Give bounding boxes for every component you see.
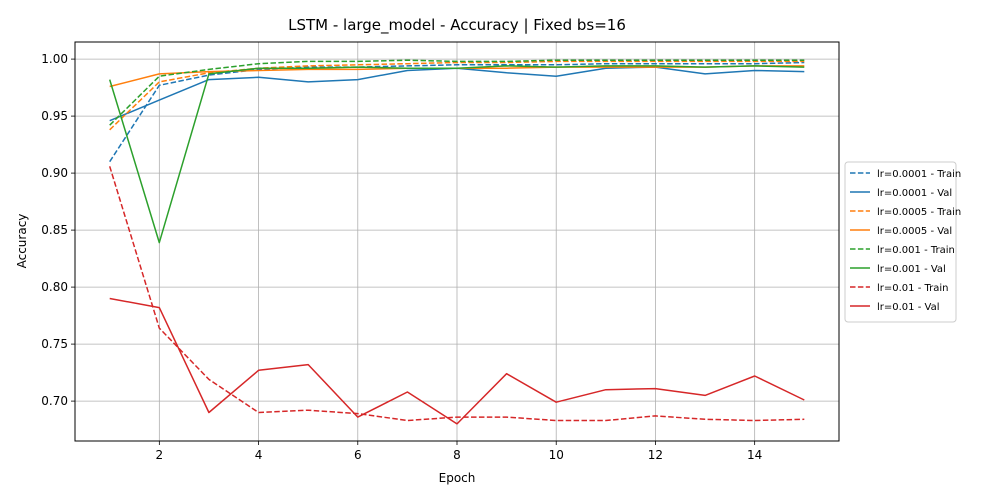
y-tick-label: 0.80	[41, 280, 68, 294]
x-tick-label: 6	[354, 448, 362, 462]
legend-label: lr=0.0001 - Train	[877, 169, 961, 180]
y-axis-ticks: 0.70 0.75 0.80 0.85 0.90 0.95 1.00	[41, 52, 75, 408]
series-line-lr-0-01-train	[108, 166, 805, 422]
series-line-lr-0-001-val	[108, 65, 805, 244]
series-lines	[108, 59, 805, 425]
series-line-lr-0-01-val	[109, 297, 805, 425]
legend-box	[844, 161, 957, 323]
x-tick-label: 14	[747, 448, 762, 462]
grid-lines	[75, 42, 839, 441]
x-tick-label: 4	[255, 448, 263, 462]
y-tick-label: 0.85	[41, 223, 68, 237]
y-tick-label: 0.90	[41, 166, 68, 180]
x-axis-label: Epoch	[439, 471, 476, 485]
x-axis-ticks: 2 4 6 8 10 12 14	[156, 441, 762, 462]
legend-label: lr=0.01 - Train	[877, 283, 949, 294]
legend-label: lr=0.0005 - Val	[877, 226, 952, 237]
x-tick-label: 8	[453, 448, 461, 462]
legend-label: lr=0.001 - Train	[877, 245, 955, 256]
legend-label: lr=0.001 - Val	[877, 264, 946, 275]
series-line-lr-0-001-train	[109, 59, 805, 126]
y-axis-label: Accuracy	[15, 214, 29, 269]
y-tick-label: 0.70	[41, 394, 68, 408]
x-tick-label: 12	[648, 448, 663, 462]
series-line-lr-0-0001-train	[109, 61, 805, 163]
legend-label: lr=0.01 - Val	[877, 302, 939, 313]
y-tick-label: 0.95	[41, 109, 68, 123]
legend-label: lr=0.0001 - Val	[877, 188, 952, 199]
legend: lr=0.0001 - Train lr=0.0001 - Val lr=0.000…	[844, 161, 961, 323]
y-tick-label: 1.00	[41, 52, 68, 66]
x-tick-label: 2	[156, 448, 164, 462]
chart-title: LSTM - large_model - Accuracy | Fixed bs…	[288, 16, 626, 35]
legend-label: lr=0.0005 - Train	[877, 207, 961, 218]
y-tick-label: 0.75	[41, 337, 68, 351]
x-tick-label: 10	[549, 448, 564, 462]
